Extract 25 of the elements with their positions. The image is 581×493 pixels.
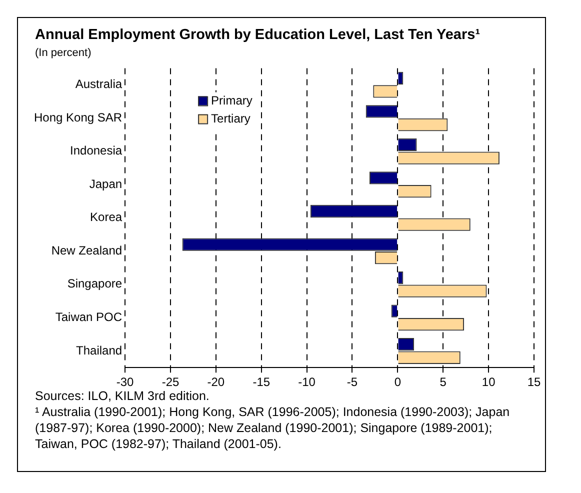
chart-subtitle: (In percent) xyxy=(35,47,92,59)
y-tick-label: Indonesia xyxy=(70,144,122,158)
y-tick-label: Korea xyxy=(90,210,122,224)
y-tick-label: Thailand xyxy=(76,343,122,358)
x-tick-label: -30 xyxy=(116,375,134,390)
text: ¹ Australia (1990-2001); Hong Kong, SAR (1996-2005); Indonesia (1990-2003); Japan (1987-97); Korea (1990-2000); New Zealand (1990-2001); Singapore (1989-2001); Taiwan, POC (1982-97); Thailand (2001-05). xyxy=(35,404,511,452)
legend-label: Primary xyxy=(211,94,252,108)
y-tick-label: Singapore xyxy=(67,276,122,291)
x-tick-label: -5 xyxy=(346,375,358,390)
y-tick-label: New Zealand xyxy=(51,243,122,258)
chart-title: Annual Employment Growth by Education Level, Last Ten Years¹ xyxy=(35,27,480,43)
y-tick-label: Australia xyxy=(75,77,122,92)
x-tick-label: 5 xyxy=(440,375,447,390)
y-tick-label: Taiwan POC xyxy=(55,310,122,324)
x-tick-label: 15 xyxy=(527,375,541,390)
legend-label: Tertiary xyxy=(211,112,250,126)
y-tick-label: Japan xyxy=(89,176,122,191)
x-tick-label: 0 xyxy=(394,375,402,390)
x-tick-label: -10 xyxy=(298,375,316,390)
x-tick-label: -25 xyxy=(162,375,180,390)
y-tick-label: Hong Kong SAR xyxy=(34,110,122,124)
x-tick-label: 10 xyxy=(482,375,496,390)
source-note: Sources: ILO, KILM 3rd edition. xyxy=(35,388,210,404)
x-tick-label: -20 xyxy=(207,375,225,390)
x-tick-label: -15 xyxy=(252,375,270,390)
